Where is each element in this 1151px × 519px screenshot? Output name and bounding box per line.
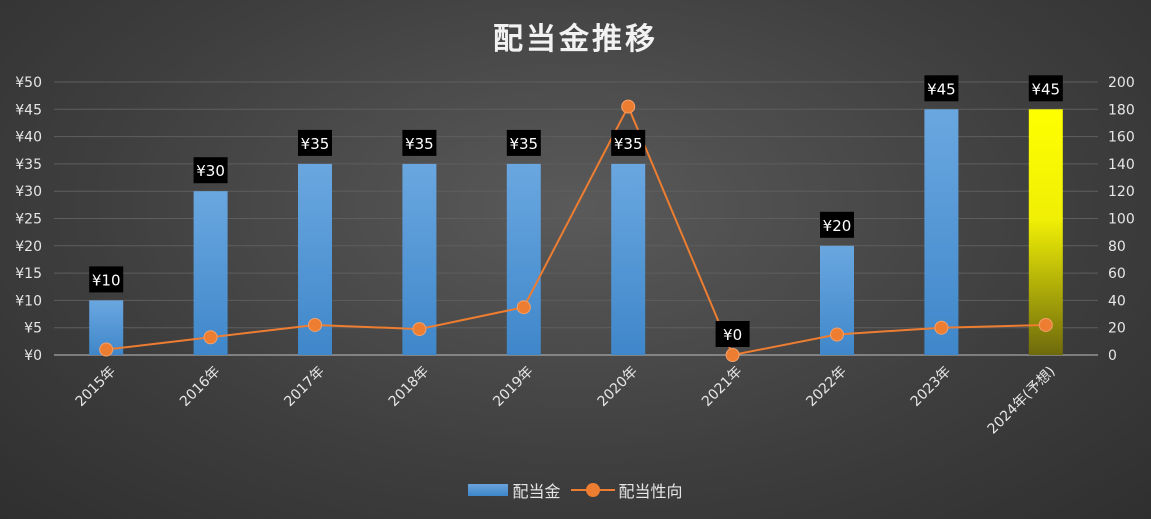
data-label: ¥35 xyxy=(301,135,330,153)
data-label-box xyxy=(402,129,437,156)
x-tick-label: 2017年 xyxy=(281,364,327,410)
data-label-box xyxy=(506,129,541,156)
line-point xyxy=(308,317,322,332)
y-left-tick-label: ¥30 xyxy=(15,184,42,200)
data-label: ¥10 xyxy=(92,271,121,289)
y-left-tick-label: ¥50 xyxy=(15,75,42,91)
y-right-tick-label: 180 xyxy=(1108,102,1135,118)
y-right-tick-label: 80 xyxy=(1108,239,1126,255)
series-line-payout xyxy=(106,104,1046,357)
data-label: ¥35 xyxy=(405,135,434,153)
y-left-tick-label: ¥40 xyxy=(15,130,42,146)
x-tick-label: 2023年 xyxy=(908,364,954,410)
line-point xyxy=(516,300,531,315)
x-tick-label: 2019年 xyxy=(490,364,536,410)
data-label: ¥45 xyxy=(927,80,956,98)
y-right-tick-label: 140 xyxy=(1108,157,1135,173)
legend-label-payout: 配当性向 xyxy=(618,482,683,501)
data-label-box xyxy=(820,211,854,238)
plot-area: ¥0 ¥5 ¥10 ¥15 ¥20 ¥25 ¥30 ¥35 ¥40 ¥45 ¥50 0 20 40 60 80… xyxy=(15,75,1135,438)
x-tick-label: 2016年 xyxy=(177,364,223,410)
data-label: ¥45 xyxy=(1031,80,1060,98)
y-right-tick-label: 40 xyxy=(1108,293,1126,309)
y-left-tick-label: ¥20 xyxy=(15,239,42,255)
line-point xyxy=(203,330,218,345)
line-point xyxy=(934,320,949,335)
data-label: ¥35 xyxy=(509,135,538,153)
data-label-box xyxy=(89,266,124,293)
x-tick-label: 2021年 xyxy=(699,364,745,410)
line-point xyxy=(830,327,844,342)
data-label-box xyxy=(715,321,750,347)
data-label: ¥35 xyxy=(614,135,643,153)
data-label-box xyxy=(924,75,959,102)
data-label-box xyxy=(611,129,646,156)
x-tick-label: 2018年 xyxy=(386,364,432,410)
x-tick-label: 2020年 xyxy=(595,364,641,410)
y-left-tick-label: ¥45 xyxy=(15,102,42,118)
bar xyxy=(924,109,959,355)
y-left-tick-label: ¥35 xyxy=(15,157,42,173)
y-right-tick-label: 20 xyxy=(1108,321,1126,337)
line-point xyxy=(1038,317,1053,332)
y-right-tick-label: 60 xyxy=(1108,266,1126,282)
y-right-tick-label: 160 xyxy=(1108,130,1135,146)
x-tick-label: 2022年 xyxy=(803,364,849,410)
legend-swatch-line xyxy=(570,483,615,497)
y-right-tick-label: 120 xyxy=(1108,184,1135,200)
data-label-box xyxy=(193,157,228,184)
legend-swatch-bar xyxy=(468,484,509,496)
y-left-tick-label: ¥10 xyxy=(15,293,42,309)
line-point xyxy=(621,99,636,114)
data-label: ¥30 xyxy=(196,162,225,180)
y-left-tick-label: ¥0 xyxy=(24,348,42,364)
line-point xyxy=(99,342,114,357)
legend-label-dividend: 配当金 xyxy=(512,482,561,501)
x-tick-label: 2015年 xyxy=(73,364,119,410)
data-label-box xyxy=(298,129,332,156)
bar xyxy=(506,163,541,355)
x-tick-label: 2024年(予想) xyxy=(985,364,1059,438)
data-label: ¥20 xyxy=(823,217,852,235)
data-label-box xyxy=(1028,75,1063,102)
legend-item-payout: 配当性向 xyxy=(570,478,683,502)
y-left-tick-label: ¥15 xyxy=(15,266,42,282)
data-label: ¥0 xyxy=(723,326,742,344)
y-left-tick-label: ¥25 xyxy=(15,212,42,228)
line-point xyxy=(725,348,740,362)
bar xyxy=(1028,109,1063,355)
bar xyxy=(193,191,228,355)
y-right-tick-label: 200 xyxy=(1108,75,1135,91)
bar xyxy=(611,163,646,355)
line-point xyxy=(412,322,427,337)
y-right-tick-label: 0 xyxy=(1108,348,1117,364)
y-left-tick-label: ¥5 xyxy=(24,321,42,337)
legend-item-dividend: 配当金 xyxy=(468,478,561,502)
legend: 配当金 配当性向 xyxy=(0,478,1151,502)
y-right-tick-label: 100 xyxy=(1108,212,1135,228)
chart-title: 配当金推移 xyxy=(493,22,658,57)
